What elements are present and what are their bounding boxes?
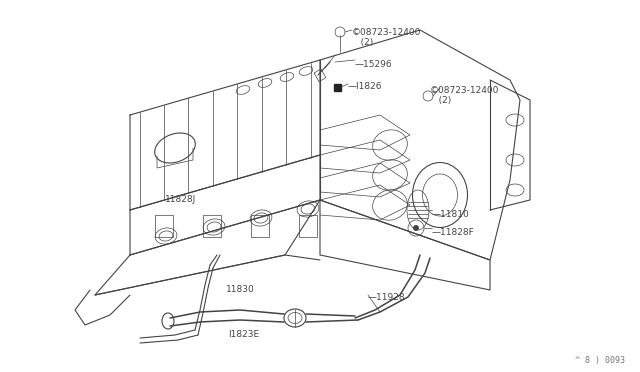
Text: —11810: —11810 [432,210,470,219]
Text: —l1826: —l1826 [348,82,383,91]
Bar [251,215,269,237]
Text: ©08723-12400
   (2): ©08723-12400 (2) [352,28,421,47]
Bar [334,84,341,91]
Text: ©08723-12400
   (2): ©08723-12400 (2) [430,86,499,105]
Bar [155,215,173,237]
Text: ^ 8 ) 0093: ^ 8 ) 0093 [575,356,625,365]
Text: —15296: —15296 [355,60,392,69]
Bar [299,215,317,237]
Text: l1823E: l1823E [228,330,259,339]
Bar [314,69,326,82]
Circle shape [413,225,419,231]
Text: 11828J: 11828J [165,195,196,204]
Text: 11830: 11830 [226,285,255,294]
Bar [203,215,221,237]
Text: —11928: —11928 [368,293,406,302]
Text: —11828F: —11828F [432,228,475,237]
